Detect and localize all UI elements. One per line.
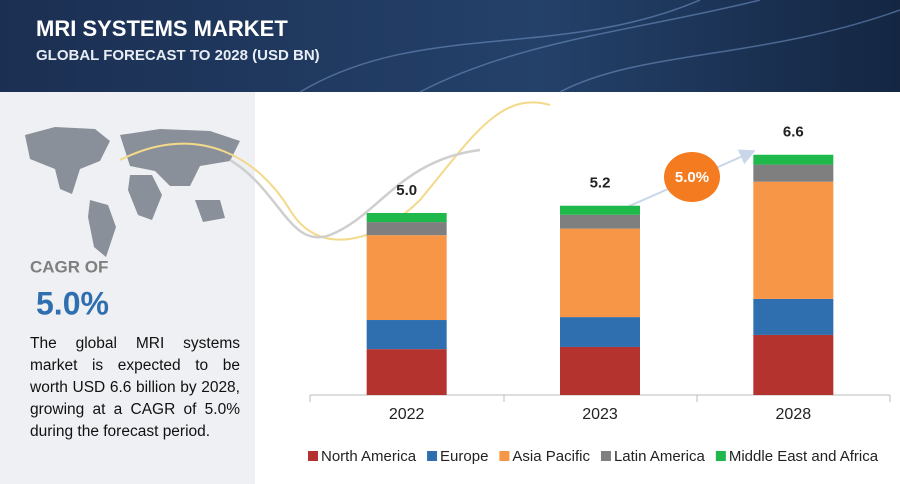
legend-label: Europe [440,448,488,465]
description: The global MRI systems market is expecte… [30,335,240,440]
bar-segment [560,317,640,347]
total-label: 5.0 [396,182,417,199]
world-map [25,127,240,257]
bar-segment [753,154,834,165]
x-tick-label: 2022 [389,406,425,423]
legend-swatch [499,451,510,461]
legend-label: Asia Pacific [512,448,590,465]
bar-segment [560,228,640,318]
cagr-bubble [664,152,720,202]
x-tick-label: 2028 [776,406,812,423]
legend-label: North America [321,448,417,465]
cagr-label: CAGR OF [30,257,108,276]
bar-segment [753,181,834,299]
bar-segment [753,164,834,182]
bar-segment [366,320,447,350]
legend-swatch [308,451,318,461]
legend-swatch [715,451,726,461]
bar-segment [366,349,447,395]
bar-segment [560,346,640,395]
x-tick-label: 2023 [582,406,618,423]
title: MRI SYSTEMS MARKET [36,16,288,41]
legend-label: Latin America [614,448,706,465]
legend-swatch [427,451,438,461]
bar-segment [366,222,447,236]
bar-segment [366,213,447,223]
legend-label: Middle East and Africa [729,448,879,465]
cagr-annotation: 5.0% [675,169,709,186]
subtitle: GLOBAL FORECAST TO 2028 (USD BN) [36,47,320,64]
decor-lines [299,0,900,93]
bar-segment [366,235,447,321]
bar-segment [560,214,640,229]
decor-curve [229,148,481,239]
total-label: 6.6 [783,124,804,141]
decor-curve [119,101,551,241]
bar-segment [560,205,640,215]
bar-segment [753,334,834,395]
bar-segment [753,298,834,335]
total-label: 5.2 [590,175,611,192]
cagr-value: 5.0% [36,285,109,321]
legend-swatch [600,451,611,461]
